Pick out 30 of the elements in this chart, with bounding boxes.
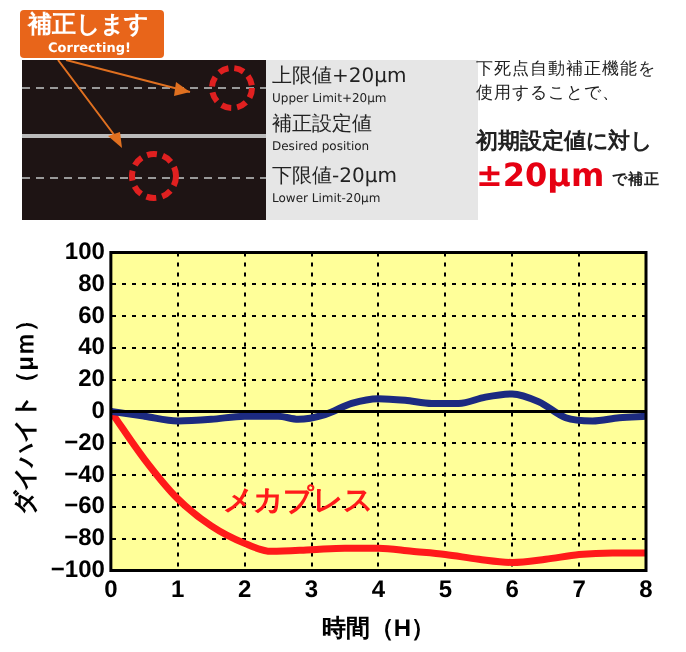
y-tick-label: 100 bbox=[64, 237, 106, 266]
y-tick-label: −100 bbox=[50, 555, 106, 584]
x-tick-label: 8 bbox=[639, 575, 654, 604]
text: 上限値+20μm bbox=[272, 66, 407, 88]
text: ±20μm bbox=[476, 156, 605, 194]
y-tick-label: −60 bbox=[64, 491, 106, 520]
y-tick-label: −20 bbox=[64, 427, 106, 456]
x-tick-label: 4 bbox=[371, 575, 386, 604]
y-tick-label: −80 bbox=[64, 523, 106, 552]
text: 下死点自動補正機能を使用することで、 bbox=[476, 60, 658, 108]
x-tick-label: 2 bbox=[237, 575, 252, 604]
x-tick-label: 1 bbox=[171, 575, 186, 604]
x-tick-label: 7 bbox=[572, 575, 587, 604]
line-series bbox=[110, 390, 646, 425]
y-tick-label: 40 bbox=[78, 332, 106, 361]
text: 補正します bbox=[28, 10, 148, 38]
y-tick-label: 60 bbox=[78, 300, 106, 329]
y-axis-title: ダイハイト（μｍ） bbox=[11, 308, 40, 515]
y-tick-label: 20 bbox=[78, 364, 106, 393]
x-tick-label: 5 bbox=[438, 575, 453, 604]
x-axis-title: 時間（H） bbox=[321, 614, 436, 643]
text: 下限値-20μm bbox=[272, 166, 397, 188]
series-label: メカプレス bbox=[223, 481, 374, 518]
x-tick-label: 6 bbox=[505, 575, 520, 604]
text: 初期設定値に対し bbox=[476, 128, 652, 154]
x-tick-label: 3 bbox=[304, 575, 319, 604]
y-tick-label: 80 bbox=[78, 268, 106, 297]
text: 補正設定値 bbox=[272, 114, 372, 136]
y-tick-label: −40 bbox=[64, 459, 106, 488]
y-tick-label: 0 bbox=[91, 396, 106, 425]
